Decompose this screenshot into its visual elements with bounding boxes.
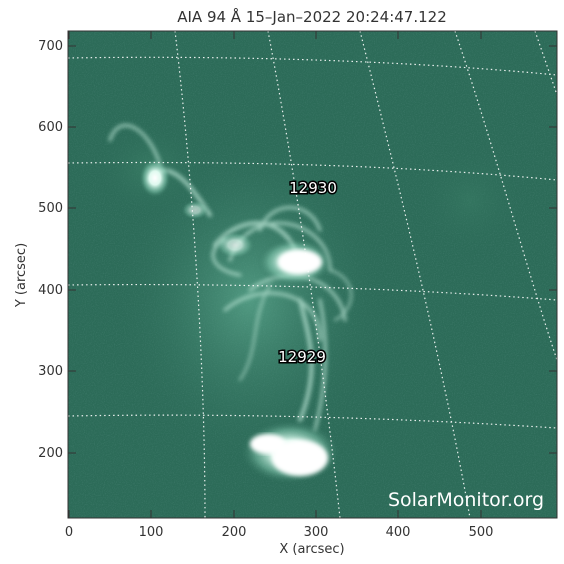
bright-patch-mid: [181, 200, 209, 220]
solar-image: 12930 12929 SolarMonitor.org: [68, 31, 557, 518]
heliographic-grid: [68, 31, 557, 518]
x-tick-label: 300: [304, 525, 329, 540]
y-axis-label: Y (arcsec): [14, 243, 29, 308]
y-tick-label: 300: [38, 364, 63, 379]
active-region-label: 12930: [289, 179, 337, 197]
bright-patch-nw: [139, 158, 171, 198]
flare-core-north: [278, 250, 322, 274]
active-region-label: 12929: [278, 348, 326, 366]
flare-core-south: [272, 440, 328, 476]
x-axis-label: X (arcsec): [279, 542, 344, 557]
y-tick-label: 200: [38, 446, 63, 461]
figure-title: AIA 94 Å 15–Jan–2022 20:24:47.122: [177, 7, 447, 26]
y-tick-labels: 200 300 400 500 600 700: [38, 39, 63, 461]
diffuse-glow-ne: [410, 140, 530, 260]
diffuse-corona: [110, 130, 390, 470]
axis-ticks: [68, 31, 557, 518]
bright-patch-west: [215, 231, 255, 259]
y-tick-label: 700: [38, 39, 63, 54]
y-tick-label: 500: [38, 201, 63, 216]
x-tick-label: 400: [386, 525, 411, 540]
x-tick-label: 0: [65, 525, 73, 540]
x-tick-labels: 0 100 200 300 400 500: [65, 525, 494, 540]
x-tick-label: 200: [222, 525, 247, 540]
plot-frame: [67, 30, 558, 519]
x-tick-label: 100: [139, 525, 164, 540]
y-tick-label: 600: [38, 120, 63, 135]
watermark: SolarMonitor.org: [388, 489, 544, 511]
y-tick-label: 400: [38, 283, 63, 298]
x-tick-label: 500: [469, 525, 494, 540]
flare-core-south-west: [250, 434, 286, 454]
